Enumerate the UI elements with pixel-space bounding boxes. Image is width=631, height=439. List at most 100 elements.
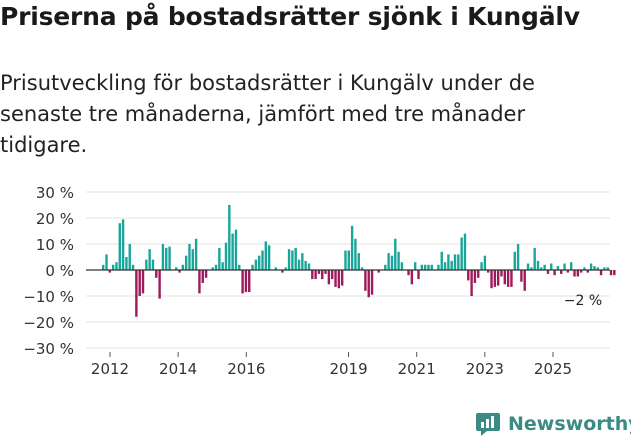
bar (450, 260, 453, 270)
bar (410, 270, 414, 285)
y-tick-label: 20 % (36, 210, 74, 228)
bar (111, 264, 115, 270)
bar (214, 264, 218, 270)
bar (350, 225, 354, 270)
bar (274, 267, 277, 270)
bar (427, 264, 430, 270)
bar (291, 250, 294, 270)
bar (460, 237, 463, 270)
bar (138, 270, 141, 296)
bar (467, 270, 470, 281)
chart-subtitle: Prisutveckling för bostadsrätter i Kungä… (0, 71, 535, 157)
bar (337, 270, 341, 289)
bar (234, 229, 238, 270)
bar (204, 270, 208, 278)
bar (390, 255, 394, 270)
bar (603, 267, 606, 270)
bar (503, 270, 507, 285)
bar (367, 270, 370, 298)
x-tick-label: 2021 (398, 360, 436, 378)
bar (420, 264, 424, 270)
bar (317, 270, 321, 274)
bar (151, 259, 155, 270)
bar (321, 270, 324, 280)
bar (198, 270, 201, 294)
y-tick-label: 10 % (36, 236, 74, 254)
bar (543, 264, 546, 270)
bar (128, 244, 131, 270)
bar (370, 270, 374, 295)
bar (211, 267, 214, 270)
bar (437, 264, 440, 270)
bars (101, 205, 616, 317)
bar (510, 270, 513, 287)
bar (314, 270, 317, 280)
bar (573, 270, 576, 277)
bar (264, 241, 268, 270)
bar (228, 205, 231, 270)
bar (400, 262, 404, 270)
bar (520, 270, 523, 282)
bar (224, 242, 228, 270)
annotation: −2 % (564, 293, 602, 309)
x-axis: 2012 2014 2016 2019 2021 2023 2025 (86, 269, 610, 378)
bar (297, 259, 301, 270)
bar (496, 270, 500, 286)
bar (284, 267, 287, 270)
x-tick-label: 2016 (227, 360, 265, 378)
bar (506, 270, 510, 287)
bar (417, 270, 420, 280)
bar (550, 263, 553, 270)
bar-chart: 30 % 20 % 10 % 0 % −10 % −20 % −30 % 2012 2014 2… (23, 184, 616, 378)
x-tick-label: 2012 (91, 360, 129, 378)
y-gridlines (86, 191, 610, 349)
newsworthy-logo-icon (476, 413, 500, 436)
bar (331, 270, 334, 280)
bar (301, 253, 304, 270)
brand-logo: Newsworthy (475, 409, 631, 439)
bar (413, 262, 417, 270)
bar (447, 254, 450, 270)
bar (347, 250, 350, 270)
bar (589, 263, 593, 270)
bar (483, 255, 487, 270)
bar (118, 223, 121, 270)
bar (257, 255, 261, 270)
bar (566, 270, 570, 273)
bar (165, 247, 168, 270)
bar (248, 270, 251, 293)
bar (377, 270, 380, 273)
bar (394, 238, 397, 270)
bar (473, 270, 477, 283)
bar (221, 262, 224, 270)
y-tick-label: 30 % (36, 184, 74, 202)
bar (576, 270, 580, 277)
y-tick-label: −30 % (23, 340, 74, 358)
x-tick-label: 2014 (159, 360, 197, 378)
bar (125, 257, 128, 270)
bar (477, 270, 480, 278)
bar (241, 270, 244, 294)
bar (357, 253, 360, 270)
bar (500, 270, 503, 277)
bar (470, 270, 473, 296)
bar (523, 270, 526, 291)
bar (490, 270, 493, 289)
bar (423, 264, 427, 270)
bar (115, 262, 118, 270)
bar (131, 264, 135, 270)
bar (430, 264, 433, 270)
bar (324, 270, 327, 274)
bar (340, 270, 344, 286)
y-tick-label: −10 % (23, 288, 74, 306)
bar (244, 270, 248, 293)
bar (360, 267, 364, 270)
bar (397, 251, 400, 270)
bar (145, 259, 148, 270)
bar (307, 263, 311, 270)
y-tick-label: 0 % (45, 262, 74, 280)
bar (254, 259, 258, 270)
chart-title: Priserna på bostadsrätter sjönk i Kungäl… (0, 2, 580, 31)
bar (178, 270, 181, 273)
y-tick-label: −20 % (23, 314, 74, 332)
